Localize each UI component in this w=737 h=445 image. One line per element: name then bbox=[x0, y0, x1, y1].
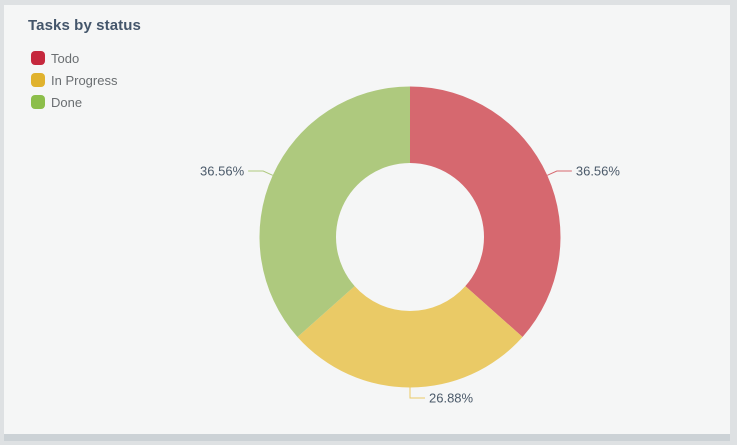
legend-swatch-done-icon bbox=[31, 95, 45, 109]
chart-legend: Todo In Progress Done bbox=[31, 51, 117, 117]
legend-label-done: Done bbox=[51, 94, 83, 110]
legend-swatch-todo-icon bbox=[31, 51, 45, 65]
donut-slice-todo[interactable] bbox=[410, 86, 561, 337]
slice-label-in-progress: 26.88% bbox=[429, 391, 474, 406]
slice-label-line-done bbox=[248, 170, 273, 176]
panel-title: Tasks by status bbox=[28, 17, 141, 34]
slice-label-todo: 36.56% bbox=[576, 164, 621, 179]
legend-item-in-progress[interactable]: In Progress bbox=[31, 72, 118, 88]
legend-item-todo[interactable]: Todo bbox=[31, 50, 117, 66]
slice-label-done: 36.56% bbox=[200, 164, 245, 179]
legend-swatch-in-progress-icon bbox=[31, 73, 45, 87]
legend-item-done[interactable]: Done bbox=[31, 94, 117, 110]
donut-slice-done[interactable] bbox=[259, 86, 410, 337]
slice-label-line-todo bbox=[547, 170, 572, 176]
donut-chart: 36.56% 26.88% 36.56% bbox=[200, 86, 621, 406]
donut-slice-in-progress[interactable] bbox=[297, 286, 523, 388]
slice-label-line-in-progress bbox=[409, 387, 425, 399]
legend-label-todo: Todo bbox=[51, 50, 80, 66]
tasks-by-status-panel: 36.56% 26.88% 36.56% Tasks by status Todo … bbox=[4, 5, 730, 434]
legend-label-in-progress: In Progress bbox=[51, 72, 118, 88]
